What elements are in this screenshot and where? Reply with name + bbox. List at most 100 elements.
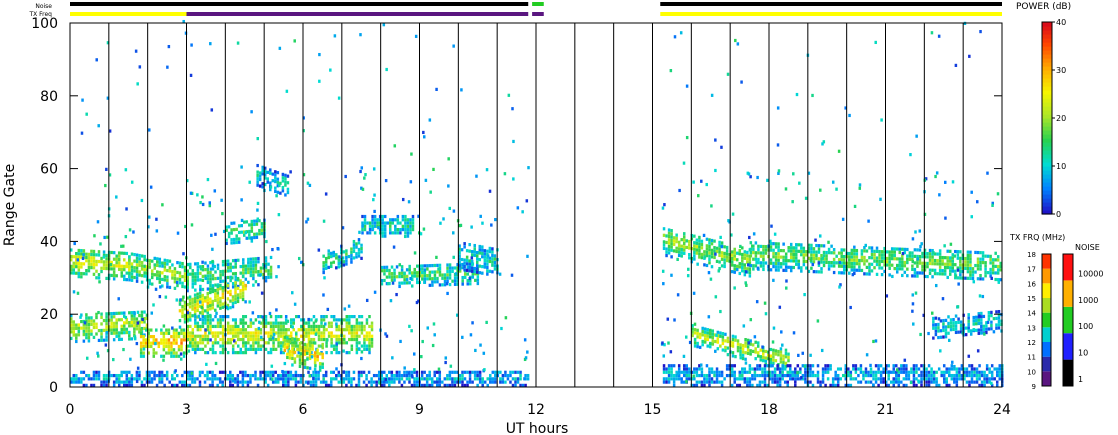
heatmap-cell <box>296 354 299 358</box>
heatmap-cell <box>394 218 397 222</box>
heatmap-cell <box>281 185 285 190</box>
heatmap-cell <box>229 289 232 293</box>
heatmap-cell <box>921 271 924 275</box>
heatmap-cell <box>225 228 228 232</box>
heatmap-cell <box>287 347 290 351</box>
heatmap-cell <box>120 324 123 328</box>
heatmap-cell <box>437 367 441 371</box>
heatmap-cell <box>772 348 775 352</box>
heatmap-cell <box>120 311 123 315</box>
heatmap-cell <box>345 315 349 319</box>
heatmap-cell <box>221 344 225 348</box>
heatmap-cell <box>403 370 406 374</box>
heatmap-cell <box>973 380 976 384</box>
x-tick-label: 0 <box>66 402 75 418</box>
heatmap-cell <box>201 287 205 292</box>
heatmap-cell <box>975 322 978 326</box>
heatmap-cell <box>353 334 356 338</box>
heatmap-cell <box>123 370 126 374</box>
heatmap-cell <box>191 334 195 338</box>
heatmap-cell <box>193 293 197 297</box>
heatmap-cell <box>448 273 452 277</box>
heatmap-cell <box>183 383 187 387</box>
heatmap-cell <box>240 230 243 234</box>
heatmap-cell <box>411 224 415 228</box>
heatmap-cell <box>792 259 795 263</box>
heatmap-cell <box>807 243 811 247</box>
heatmap-cell <box>307 337 311 342</box>
heatmap-cell <box>840 261 843 265</box>
heatmap-cell <box>135 341 139 346</box>
heatmap-cell <box>905 364 908 368</box>
y-tick-label: 40 <box>40 234 58 250</box>
heatmap-cell <box>226 315 230 319</box>
heatmap-cell <box>453 380 457 384</box>
heatmap-cell <box>284 331 288 335</box>
heatmap-cell <box>769 239 772 243</box>
power-colorbar-segment <box>1042 186 1052 191</box>
heatmap-cell <box>519 370 522 374</box>
heatmap-cell <box>144 338 148 342</box>
heatmap-cell <box>404 221 407 225</box>
heatmap-cell <box>778 380 782 384</box>
heatmap-cell <box>998 364 1002 368</box>
heatmap-cell <box>892 370 895 374</box>
heatmap-cell <box>968 370 971 374</box>
heatmap-cell <box>234 287 237 291</box>
heatmap-cell <box>350 334 354 338</box>
heatmap-cell <box>350 331 354 335</box>
heatmap-cell <box>102 338 106 342</box>
heatmap-cell <box>85 259 88 263</box>
heatmap-cell <box>263 182 267 187</box>
heatmap-cell <box>163 258 167 262</box>
heatmap-cell <box>80 255 83 259</box>
heatmap-cell <box>770 224 773 228</box>
heatmap-cell <box>796 364 800 368</box>
heatmap-cell <box>303 349 307 353</box>
heatmap-cell <box>453 370 457 374</box>
heatmap-cell <box>241 294 245 298</box>
heatmap-cell <box>783 373 787 378</box>
heatmap-cell <box>778 305 782 309</box>
heatmap-cell <box>782 262 785 266</box>
heatmap-cell <box>485 320 488 325</box>
heatmap-cell <box>266 170 269 174</box>
heatmap-cell <box>978 373 981 378</box>
heatmap-cell <box>446 383 449 387</box>
heatmap-cell <box>234 294 237 298</box>
heatmap-cell <box>407 200 411 204</box>
heatmap-cell <box>715 367 719 371</box>
heatmap-cell <box>456 269 459 273</box>
heatmap-cell <box>143 274 146 278</box>
heatmap-cell <box>125 327 129 331</box>
heatmap-cell <box>840 271 843 275</box>
heatmap-cell <box>341 226 345 230</box>
heatmap-cell <box>335 373 338 378</box>
heatmap-cell <box>879 370 883 374</box>
heatmap-cell <box>787 265 790 269</box>
heatmap-cell <box>196 328 200 332</box>
heatmap-cell <box>345 249 348 253</box>
heatmap-cell <box>821 367 825 371</box>
heatmap-cell <box>183 265 187 269</box>
heatmap-cell <box>719 235 722 239</box>
heatmap-cell <box>805 250 808 254</box>
heatmap-cell <box>365 298 369 303</box>
heatmap-cell <box>918 229 922 233</box>
heatmap-cell <box>199 334 202 338</box>
heatmap-cell <box>713 246 716 250</box>
heatmap-cell <box>698 332 702 336</box>
heatmap-cell <box>691 330 694 334</box>
heatmap-cell <box>72 264 76 269</box>
heatmap-cell <box>413 383 416 387</box>
heatmap-cell <box>337 328 341 332</box>
heatmap-cell <box>135 370 139 374</box>
heatmap-cell <box>206 321 210 325</box>
heatmap-cell <box>951 253 955 257</box>
heatmap-cell <box>762 355 765 359</box>
heatmap-cell <box>677 367 681 371</box>
heatmap-cell <box>173 280 177 284</box>
heatmap-cell <box>269 377 272 381</box>
heatmap-cell <box>754 350 757 354</box>
heatmap-cell <box>721 332 725 336</box>
